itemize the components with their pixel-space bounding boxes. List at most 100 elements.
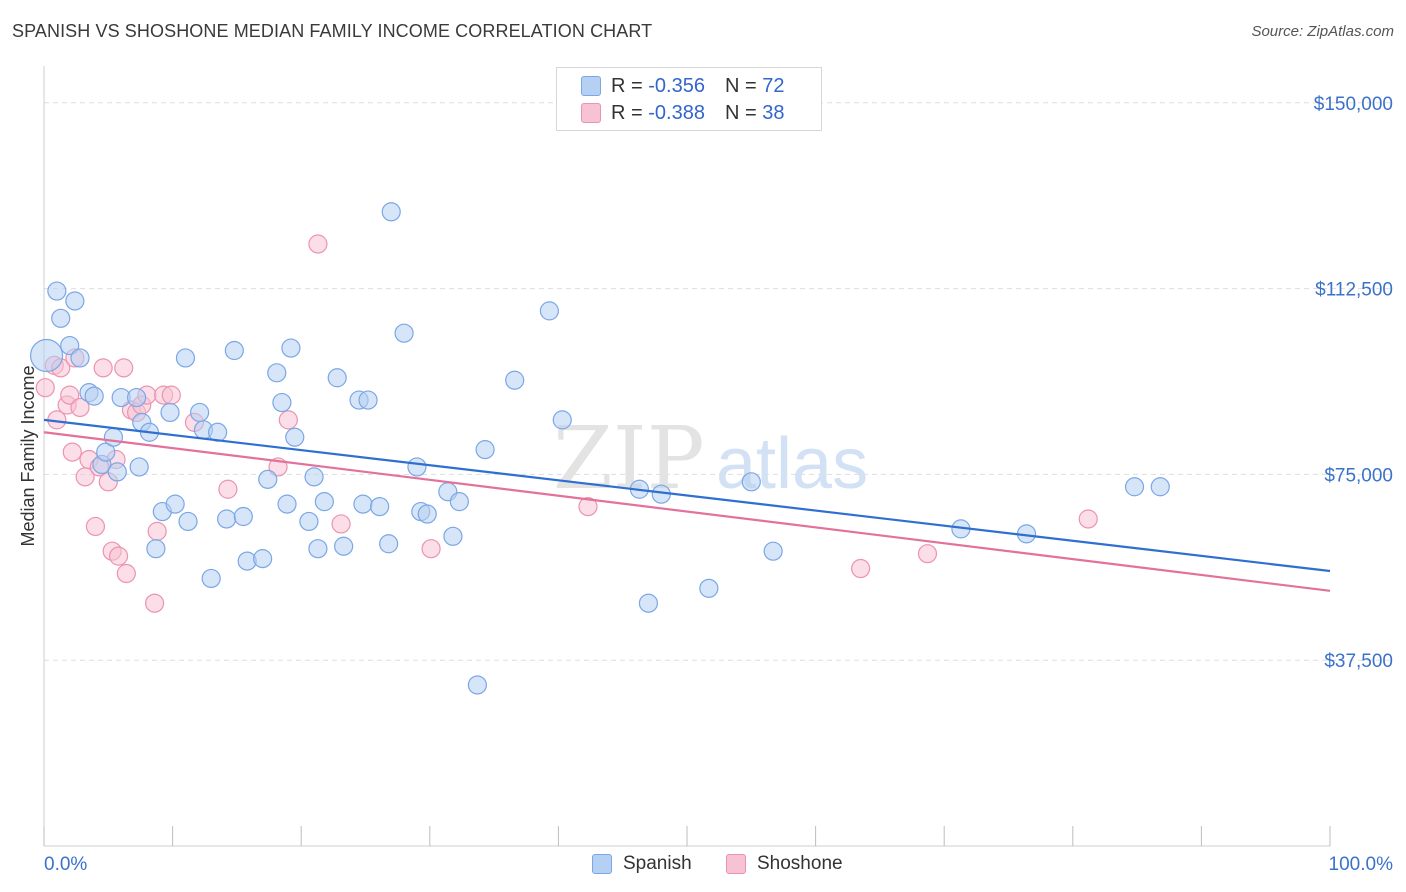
watermark: ZIP atlas — [553, 409, 868, 509]
shoshone-point — [917, 544, 938, 564]
bottom-shoshone-swatch — [726, 854, 746, 874]
spanish-point — [29, 338, 64, 373]
shoshone-point — [218, 479, 238, 499]
spanish-point — [381, 202, 401, 222]
shoshone-point — [144, 593, 165, 613]
x-tick-label-max: 100.0% — [1329, 854, 1394, 875]
source-note: Source: ZipAtlas.com — [1251, 23, 1394, 40]
shoshone-point — [308, 234, 328, 254]
shoshone-point — [578, 496, 598, 517]
y-axis-label: Median Family Income — [18, 365, 38, 546]
spanish-point — [334, 536, 354, 556]
spanish-point — [146, 539, 166, 559]
spanish-point — [103, 427, 124, 447]
spanish-point — [370, 496, 390, 517]
spanish-trend-line — [43, 418, 1331, 573]
shoshone-swatch — [581, 103, 601, 123]
y-tick-label: $150,000 — [1314, 94, 1393, 115]
spanish-point — [201, 568, 221, 589]
shoshone-point — [114, 358, 134, 378]
axes — [43, 66, 1331, 847]
spanish-point — [443, 526, 463, 546]
bottom-spanish-swatch — [592, 854, 612, 874]
spanish-point — [65, 291, 85, 311]
spanish-point — [475, 440, 495, 460]
shoshone-point — [147, 521, 167, 541]
spanish-point — [699, 578, 719, 598]
spanish-point — [1150, 477, 1170, 497]
x-tick-label-min: 0.0% — [44, 854, 87, 875]
spanish-point — [217, 509, 237, 529]
shoshone-r-value: -0.388 — [648, 101, 705, 124]
shoshone-n-value: 38 — [762, 101, 785, 124]
spanish-point — [129, 457, 149, 477]
spanish-point — [304, 467, 324, 487]
shoshone-point — [278, 410, 298, 430]
spanish-point — [224, 340, 244, 361]
spanish-r-value: -0.356 — [648, 74, 705, 97]
watermark-atlas: atlas — [716, 424, 868, 504]
spanish-point — [47, 281, 67, 301]
shoshone-point — [116, 563, 136, 584]
y-tick-label: $37,500 — [1324, 651, 1393, 672]
shoshone-n-label: N = — [724, 101, 763, 124]
shoshone-point — [108, 546, 129, 566]
spanish-point — [51, 308, 71, 328]
spanish-point — [178, 511, 198, 532]
legend-row-spanish: R = -0.356 N = 72 — [581, 74, 784, 98]
spanish-point — [308, 539, 328, 559]
bottom-spanish-label: Spanish — [623, 853, 692, 874]
spanish-point — [84, 386, 104, 406]
y-tick-label: $75,000 — [1324, 465, 1393, 486]
spanish-point — [165, 494, 185, 514]
spanish-point — [281, 338, 301, 358]
spanish-point — [467, 675, 487, 695]
bottom-legend-shoshone: Shoshone — [726, 851, 843, 877]
shoshone-trend-line — [43, 431, 1331, 592]
spanish-point — [379, 534, 399, 554]
shoshone-r-label: R = — [611, 101, 649, 124]
spanish-point — [285, 427, 305, 447]
spanish-point — [407, 457, 427, 477]
spanish-point — [539, 301, 559, 321]
spanish-point — [552, 410, 572, 430]
shoshone-point — [331, 514, 351, 534]
trend-lines — [43, 418, 1331, 592]
spanish-point — [327, 368, 347, 388]
spanish-point — [267, 363, 287, 383]
spanish-n-label: N = — [724, 74, 763, 97]
spanish-point — [638, 593, 659, 613]
spanish-point — [763, 541, 783, 561]
spanish-point — [96, 442, 116, 462]
spanish-point — [160, 402, 180, 423]
correlation-legend: R = -0.356 N = 72 R = -0.388 N = 38 — [556, 67, 822, 131]
shoshone-point — [1078, 509, 1098, 529]
shoshone-point — [35, 378, 55, 398]
shoshone-point — [851, 558, 871, 579]
spanish-point — [175, 348, 196, 368]
axis-labels: $37,500 $75,000 $112,500 $150,000 0.0% 100.0%… — [18, 94, 1393, 875]
spanish-point — [314, 492, 334, 512]
y-tick-label: $112,500 — [1315, 280, 1393, 301]
bottom-legend-spanish: Spanish — [592, 851, 692, 877]
shoshone-point — [93, 358, 113, 378]
spanish-point — [70, 348, 90, 368]
spanish-r-label: R = — [611, 74, 649, 97]
shoshone-point — [85, 516, 106, 537]
spanish-point — [1124, 477, 1145, 497]
spanish-point — [358, 390, 378, 410]
chart-title: SPANISH VS SHOSHONE MEDIAN FAMILY INCOME… — [12, 21, 653, 41]
spanish-point — [126, 387, 147, 408]
gridlines — [44, 102, 1394, 661]
spanish-swatch — [581, 76, 601, 96]
spanish-point — [505, 370, 525, 390]
spanish-point — [272, 392, 292, 413]
legend-row-shoshone: R = -0.388 N = 38 — [581, 101, 784, 125]
spanish-point — [417, 504, 437, 524]
spanish-points — [29, 202, 1170, 695]
shoshone-point — [161, 385, 181, 405]
spanish-n-value: 72 — [762, 74, 785, 97]
spanish-point — [353, 494, 373, 514]
spanish-point — [277, 494, 297, 514]
